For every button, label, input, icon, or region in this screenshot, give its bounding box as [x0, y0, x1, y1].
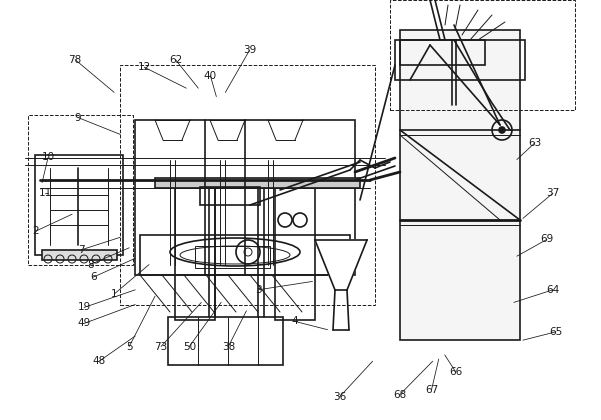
Text: 11: 11: [38, 188, 52, 198]
Text: 19: 19: [78, 302, 91, 312]
Text: 12: 12: [138, 62, 151, 72]
Bar: [35, 155, 123, 255]
Text: 40: 40: [204, 71, 217, 81]
Ellipse shape: [180, 246, 290, 264]
Text: 1: 1: [111, 289, 118, 299]
Bar: [42, 250, 117, 260]
Bar: [395, 40, 525, 80]
Text: 62: 62: [169, 55, 182, 65]
Text: 78: 78: [69, 55, 82, 65]
Bar: [28, 115, 133, 265]
Text: 37: 37: [546, 188, 560, 198]
Bar: [155, 178, 360, 188]
Bar: [195, 246, 270, 268]
Text: 5: 5: [126, 341, 133, 352]
Bar: [135, 120, 355, 275]
Text: 73: 73: [154, 341, 168, 352]
Text: 6: 6: [90, 272, 97, 282]
Polygon shape: [315, 240, 367, 290]
Text: 38: 38: [222, 341, 235, 352]
Text: 4: 4: [291, 316, 298, 326]
Text: 9: 9: [75, 113, 82, 123]
Bar: [400, 40, 485, 65]
Text: 63: 63: [528, 138, 542, 148]
Text: 3: 3: [255, 285, 262, 295]
Bar: [120, 65, 375, 305]
Text: 36: 36: [333, 392, 346, 402]
Bar: [400, 30, 520, 340]
Text: 68: 68: [393, 390, 406, 400]
Bar: [390, 0, 575, 110]
Text: 66: 66: [449, 367, 462, 377]
Text: 69: 69: [540, 234, 554, 244]
Text: 50: 50: [183, 341, 196, 352]
Text: 67: 67: [425, 385, 438, 395]
Text: 64: 64: [546, 285, 560, 295]
Bar: [168, 317, 283, 365]
Text: 48: 48: [93, 356, 106, 366]
Text: 7: 7: [78, 245, 85, 255]
Bar: [140, 235, 350, 275]
Text: 2: 2: [32, 226, 40, 236]
Text: 49: 49: [78, 318, 91, 328]
Text: 65: 65: [549, 327, 563, 337]
Bar: [275, 188, 315, 320]
Bar: [200, 187, 260, 205]
Circle shape: [499, 127, 505, 133]
Text: 8: 8: [87, 260, 94, 270]
Bar: [175, 188, 215, 320]
Text: 39: 39: [243, 45, 256, 55]
Text: 10: 10: [41, 152, 55, 163]
